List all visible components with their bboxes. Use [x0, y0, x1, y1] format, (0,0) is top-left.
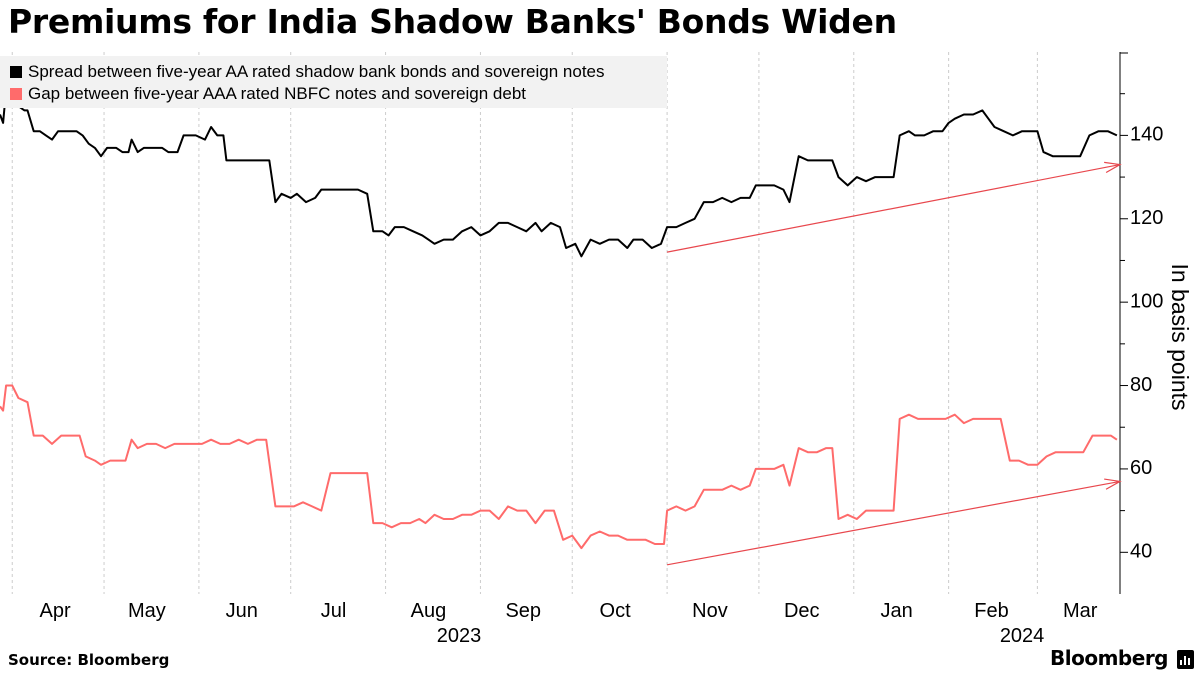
x-axis: Apr May Jun Jul Aug Sep Oct Nov Dec Jan Feb Mar 2023…: [40, 600, 1098, 647]
legend-item-aaa-gap: Gap between five-year AAA rated NBFC not…: [10, 84, 526, 104]
legend-swatch-red: [10, 88, 22, 100]
trend-arrow: [666, 480, 1121, 566]
legend-item-aa-spread: Spread between five-year AA rated shadow…: [10, 62, 605, 82]
legend: Spread between five-year AA rated shadow…: [0, 56, 667, 108]
x-year-label: 2023: [437, 625, 482, 647]
x-tick-label: Jul: [321, 600, 347, 622]
brand-logo: Bloomberg: [1050, 646, 1168, 670]
y-tick-label: 120: [1130, 207, 1163, 229]
legend-label: Gap between five-year AAA rated NBFC not…: [28, 84, 527, 103]
x-tick-label: Nov: [692, 600, 728, 622]
chart-title: Premiums for India Shadow Banks' Bonds W…: [8, 2, 897, 41]
y-tick-label: 80: [1130, 374, 1152, 396]
series-line-aaa-gap: [0, 384, 1118, 550]
arrow-head: [1104, 478, 1122, 490]
x-tick-label: Jan: [880, 600, 912, 622]
x-tick-label: Apr: [40, 600, 71, 622]
x-tick-label: Aug: [411, 600, 447, 622]
y-tick-label: 60: [1130, 457, 1152, 479]
y-axis-title: In basis points: [1167, 263, 1193, 410]
y-tick-label: 140: [1130, 124, 1163, 146]
x-tick-label: Dec: [784, 600, 820, 622]
y-axis: 40 60 80 100 120 140: [1119, 52, 1163, 594]
x-tick-label: Jun: [226, 600, 258, 622]
legend-label: Spread between five-year AA rated shadow…: [28, 62, 605, 81]
x-tick-label: Mar: [1063, 600, 1098, 622]
x-tick-label: Feb: [974, 600, 1008, 622]
x-year-label: 2024: [1000, 625, 1045, 647]
source-note: Source: Bloomberg: [8, 651, 170, 669]
y-tick-label: 100: [1130, 290, 1163, 312]
series-lines: [0, 88, 1118, 550]
grid-lines: [11, 52, 1038, 594]
arrow-head: [1104, 161, 1122, 174]
x-tick-label: Sep: [505, 600, 541, 622]
bloomberg-terminal-icon: [1177, 650, 1194, 669]
x-tick-label: May: [128, 600, 166, 622]
x-tick-label: Oct: [600, 600, 632, 622]
legend-swatch-black: [10, 66, 22, 78]
y-tick-label: 40: [1130, 541, 1152, 563]
trend-arrows: [666, 161, 1122, 566]
trend-arrow: [666, 163, 1121, 253]
series-line-aa-spread: [0, 88, 1118, 258]
